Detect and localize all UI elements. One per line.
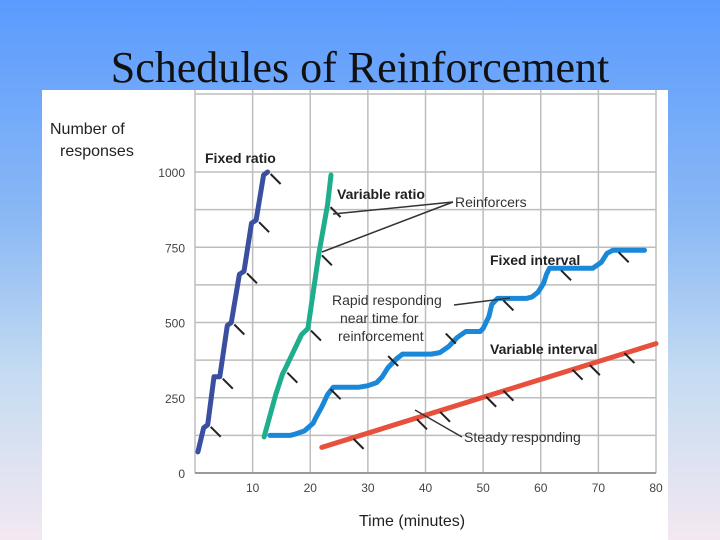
reinforcer-tick-variable-interval — [439, 411, 451, 423]
series-label-fixed-interval: Fixed interval — [490, 252, 580, 268]
x-tick-label: 40 — [419, 481, 433, 495]
pointer-reinforcers-1 — [332, 201, 454, 215]
reinforcer-tick-variable-interval — [416, 418, 428, 431]
annotation-steady-responding: Steady responding — [464, 429, 581, 445]
reinforcer-tick-fixed-interval — [329, 388, 342, 400]
series-label-fixed-ratio: Fixed ratio — [205, 150, 276, 166]
reinforcer-tick-variable-interval — [485, 396, 497, 408]
chart-panel: 10 20 30 40 50 60 70 80 0 250 500 750 1000 Number of… — [42, 90, 668, 540]
chart-grid: 10 20 30 40 50 60 70 80 0 250 500 750 1000 — [158, 90, 663, 495]
y-tick-label: 0 — [178, 467, 185, 481]
series-line-fixed-ratio — [195, 169, 271, 455]
reinforcer-tick-variable-ratio — [329, 206, 342, 218]
reinforcer-tick-fixed-interval — [617, 251, 630, 263]
reinforcer-tick-fixed-interval — [502, 299, 515, 312]
y-tick-label: 1000 — [158, 166, 185, 180]
reinforcement-schedules-chart: 10 20 30 40 50 60 70 80 0 250 500 750 1000 Number of… — [50, 90, 663, 530]
y-tick-label: 500 — [165, 317, 185, 331]
reinforcer-tick-variable-interval — [502, 390, 515, 402]
annotation-rapid-responding-line3: reinforcement — [338, 328, 424, 344]
y-axis-label-line2: responses — [60, 143, 134, 160]
x-tick-label: 80 — [649, 481, 663, 495]
x-axis-label: Time (minutes) — [359, 513, 465, 530]
y-axis-label-line1: Number of — [50, 121, 125, 138]
reinforcer-tick-fixed-ratio — [222, 377, 234, 390]
annotation-reinforcers: Reinforcers — [455, 194, 527, 210]
reinforcer-tick-fixed-ratio — [258, 221, 270, 233]
x-tick-label: 50 — [476, 481, 490, 495]
reinforcer-tick-variable-interval — [589, 364, 601, 376]
reinforcer-tick-variable-interval — [352, 438, 365, 450]
reinforcer-tick-fixed-interval — [445, 332, 457, 345]
x-tick-label: 30 — [361, 481, 375, 495]
pointer-rapid-responding — [453, 297, 511, 306]
x-tick-label: 20 — [304, 481, 318, 495]
series-label-variable-interval: Variable interval — [490, 341, 597, 357]
reinforcer-tick-variable-interval — [623, 352, 636, 364]
reinforcer-tick-variable-ratio — [286, 371, 299, 384]
reinforcer-tick-fixed-ratio — [209, 426, 222, 438]
series-line-variable-interval — [319, 341, 659, 450]
reinforcer-tick-fixed-interval — [387, 355, 399, 367]
x-tick-label: 60 — [534, 481, 548, 495]
x-tick-label: 10 — [246, 481, 260, 495]
annotation-rapid-responding-line2: near time for — [340, 310, 419, 326]
pointer-steady-responding — [414, 409, 463, 438]
x-tick-label: 70 — [592, 481, 606, 495]
y-tick-label: 250 — [165, 392, 185, 406]
reinforcer-tick-variable-interval — [571, 368, 584, 381]
reinforcer-tick-variable-ratio — [321, 254, 333, 266]
slide-title: Schedules of Reinforcement — [110, 43, 610, 92]
series-line-fixed-interval — [267, 247, 647, 438]
series-line-variable-ratio — [261, 172, 334, 440]
reinforcer-tick-variable-ratio — [310, 329, 322, 342]
y-tick-label: 750 — [165, 241, 185, 255]
annotation-rapid-responding-line1: Rapid responding — [332, 292, 442, 308]
pointer-reinforcers-2 — [321, 201, 454, 253]
chart-marks — [195, 169, 659, 455]
reinforcer-tick-fixed-interval — [560, 269, 572, 282]
reinforcer-tick-fixed-ratio — [246, 272, 258, 285]
series-label-variable-ratio: Variable ratio — [337, 186, 425, 202]
reinforcer-tick-fixed-ratio — [269, 173, 282, 185]
reinforcer-tick-fixed-ratio — [233, 323, 246, 336]
